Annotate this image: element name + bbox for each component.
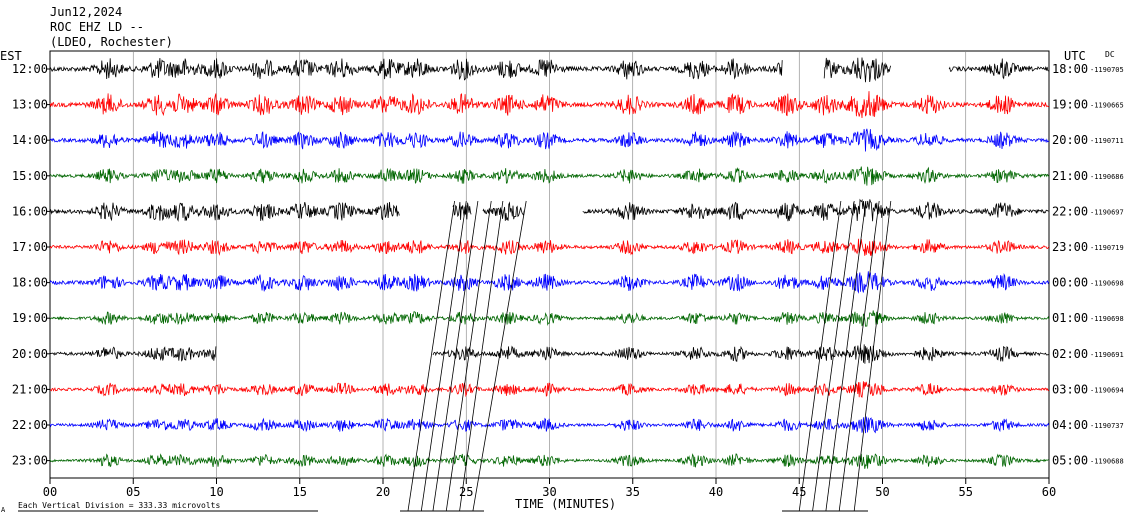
x-tick-label: 15 [293, 485, 307, 499]
continuation-line [407, 200, 455, 512]
trace-segment [49, 271, 1050, 294]
row-label-right: 23:00 [1052, 240, 1088, 254]
continuation-line [459, 200, 504, 512]
continuation-line [420, 200, 467, 512]
trace-segment [49, 346, 217, 362]
network-label: (LDEO, Rochester) [50, 35, 173, 49]
row-label-left: 17:00 [12, 240, 48, 254]
date-label: Jun12,2024 [50, 5, 122, 19]
row-label-right: 04:00 [1052, 418, 1088, 432]
continuation-line [445, 200, 492, 512]
row-label-left: 15:00 [12, 169, 48, 183]
row-label-left: 19:00 [12, 311, 48, 325]
row-dc-value: -1190711 [1090, 137, 1124, 145]
continuation-line [825, 200, 867, 512]
record-continuation-lines [407, 200, 892, 512]
row-label-right: 03:00 [1052, 382, 1088, 396]
continuation-line [853, 200, 892, 512]
row-dc-value: -1190694 [1090, 386, 1124, 394]
x-tick-label: 20 [376, 485, 390, 499]
row-label-left: 16:00 [12, 204, 48, 218]
scale-note: Each Vertical Division = 333.33 microvol… [18, 501, 220, 510]
trace-segment [49, 453, 1050, 469]
continuation-line [812, 200, 855, 512]
row-label-left: 14:00 [12, 133, 48, 147]
row-dc-value: -1190697 [1090, 208, 1124, 216]
trace-segment [432, 344, 1050, 364]
row-dc-value: -1190705 [1090, 66, 1124, 74]
trace-segment [50, 166, 1050, 186]
x-tick-label: 25 [459, 485, 473, 499]
station-label: ROC EHZ LD -- [50, 20, 144, 34]
row-label-left: 12:00 [12, 62, 48, 76]
trace-segment [49, 201, 400, 222]
trace-segment [49, 91, 1050, 119]
row-dc-value: -1190686 [1090, 173, 1124, 181]
row-label-right: 22:00 [1052, 204, 1088, 218]
trace-segment [49, 57, 783, 81]
continuation-line [432, 200, 479, 512]
trace-segment [948, 58, 1049, 80]
trace-segment [582, 198, 1049, 222]
row-label-left: 22:00 [12, 418, 48, 432]
x-tick-label: 10 [209, 485, 223, 499]
x-tick-label: 40 [709, 485, 723, 499]
row-label-right: 18:00 [1052, 62, 1088, 76]
continuation-line [798, 200, 842, 512]
row-dc-value: -1190698 [1090, 280, 1124, 288]
x-tick-label: 00 [43, 485, 57, 499]
row-label-left: 21:00 [12, 382, 48, 396]
row-label-right: 02:00 [1052, 347, 1088, 361]
row-dc-value: -1190719 [1090, 244, 1124, 252]
trace-segment [823, 57, 892, 83]
trace-segment [49, 128, 1050, 152]
seismic-traces [49, 57, 1050, 469]
dc-label: DC [1105, 50, 1115, 59]
x-axis-ticks: 00 05 10 15 20 25 30 35 40 45 50 55 60 [43, 478, 1056, 499]
x-tick-label: 55 [959, 485, 973, 499]
corner-mark: A [1, 506, 6, 514]
row-dc-value: -1190691 [1090, 351, 1124, 359]
row-label-left: 23:00 [12, 454, 48, 468]
trace-segment [49, 238, 1050, 257]
trace-segment [49, 381, 1050, 398]
row-label-right: 20:00 [1052, 133, 1088, 147]
row-dc-value: -1190688 [1090, 458, 1124, 466]
row-label-right: 01:00 [1052, 311, 1088, 325]
left-zone-label: EST [0, 49, 22, 63]
trace-segment [49, 416, 1050, 434]
right-zone-label: UTC [1064, 49, 1086, 63]
x-tick-label: 30 [542, 485, 556, 499]
grid-lines [132, 51, 967, 478]
row-label-right: 00:00 [1052, 276, 1088, 290]
row-label-left: 20:00 [12, 347, 48, 361]
trace-segment [49, 310, 1050, 327]
x-tick-label: 05 [126, 485, 140, 499]
row-label-right: 19:00 [1052, 98, 1088, 112]
row-label-left: 18:00 [12, 276, 48, 290]
continuation-line [472, 200, 527, 512]
x-tick-label: 35 [626, 485, 640, 499]
row-label-left: 13:00 [12, 98, 48, 112]
x-tick-label: 45 [792, 485, 806, 499]
continuation-line [838, 200, 880, 512]
row-label-right: 21:00 [1052, 169, 1088, 183]
row-dc-value: -1190737 [1090, 422, 1124, 430]
row-dc-value: -1190698 [1090, 315, 1124, 323]
row-label-right: 05:00 [1052, 454, 1088, 468]
x-axis-label: TIME (MINUTES) [515, 497, 616, 511]
x-tick-label: 50 [875, 485, 889, 499]
x-tick-label: 60 [1042, 485, 1056, 499]
trace-segment [452, 201, 472, 220]
row-dc-value: -1190665 [1090, 102, 1124, 110]
